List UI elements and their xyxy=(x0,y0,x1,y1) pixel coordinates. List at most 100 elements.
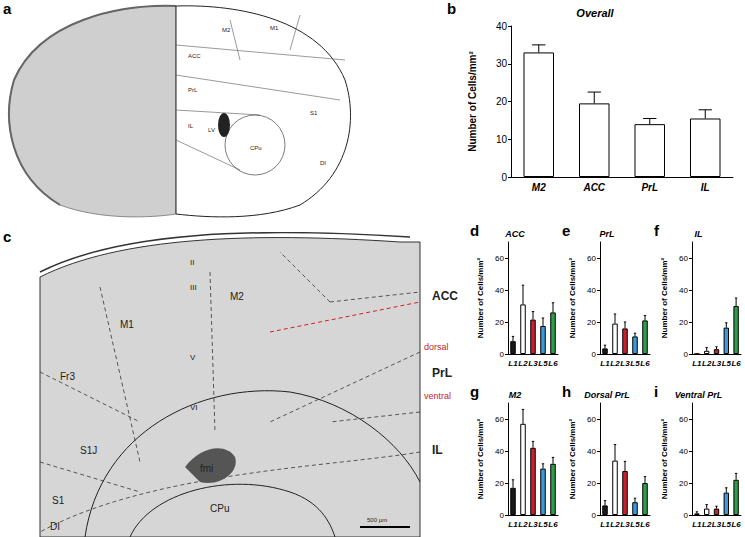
svg-text:10: 10 xyxy=(496,134,508,145)
svg-text:S1J: S1J xyxy=(80,445,97,456)
svg-text:60: 60 xyxy=(587,415,596,424)
svg-text:PrL: PrL xyxy=(599,229,614,239)
svg-text:IL: IL xyxy=(695,229,703,239)
svg-text:L2: L2 xyxy=(702,359,712,368)
svg-text:L6: L6 xyxy=(731,520,741,529)
svg-text:PrL: PrL xyxy=(641,182,658,193)
svg-text:L2: L2 xyxy=(702,520,712,529)
svg-text:0: 0 xyxy=(684,511,689,520)
svg-text:60: 60 xyxy=(679,254,688,263)
svg-text:L5: L5 xyxy=(722,520,732,529)
svg-text:IL: IL xyxy=(701,182,710,193)
svg-text:0: 0 xyxy=(500,350,505,359)
svg-text:0: 0 xyxy=(501,172,507,183)
svg-text:60: 60 xyxy=(587,254,596,263)
svg-text:Dorsal PrL: Dorsal PrL xyxy=(584,390,630,400)
svg-text:20: 20 xyxy=(679,318,688,327)
svg-text:30: 30 xyxy=(496,58,508,69)
svg-text:L2: L2 xyxy=(518,359,528,368)
svg-text:40: 40 xyxy=(495,447,504,456)
svg-text:ACC: ACC xyxy=(188,53,201,59)
svg-text:Number of Cells/mm²: Number of Cells/mm² xyxy=(660,257,669,338)
svg-text:II: II xyxy=(190,258,194,267)
svg-text:ACC: ACC xyxy=(504,229,525,239)
svg-text:Overall: Overall xyxy=(576,7,614,19)
svg-text:L1: L1 xyxy=(692,520,702,529)
svg-text:Number of Cells/mm²: Number of Cells/mm² xyxy=(476,418,485,499)
svg-text:40: 40 xyxy=(587,447,596,456)
svg-text:L1: L1 xyxy=(600,520,610,529)
svg-text:L6: L6 xyxy=(731,359,741,368)
svg-text:L3: L3 xyxy=(620,520,630,529)
svg-text:ACC: ACC xyxy=(582,182,605,193)
svg-text:0: 0 xyxy=(592,511,597,520)
svg-text:Fr3: Fr3 xyxy=(60,371,75,382)
svg-text:VI: VI xyxy=(190,403,198,412)
svg-text:IL: IL xyxy=(188,123,194,129)
svg-text:L6: L6 xyxy=(548,520,558,529)
svg-text:ventral: ventral xyxy=(424,391,451,401)
svg-text:Number of Cells/mm²: Number of Cells/mm² xyxy=(568,257,577,338)
svg-text:III: III xyxy=(190,283,197,292)
svg-text:dorsal: dorsal xyxy=(424,342,449,352)
svg-text:20: 20 xyxy=(679,479,688,488)
svg-text:0: 0 xyxy=(592,350,597,359)
svg-text:20: 20 xyxy=(587,318,596,327)
svg-text:L6: L6 xyxy=(640,359,650,368)
svg-text:60: 60 xyxy=(495,415,504,424)
svg-text:L5: L5 xyxy=(722,359,732,368)
svg-text:L1: L1 xyxy=(508,520,518,529)
svg-text:L3: L3 xyxy=(712,359,722,368)
svg-text:DI: DI xyxy=(50,521,60,532)
svg-text:40: 40 xyxy=(495,286,504,295)
svg-text:S1: S1 xyxy=(52,495,65,506)
svg-text:CPu: CPu xyxy=(210,503,229,514)
svg-text:L3: L3 xyxy=(620,359,630,368)
svg-text:S1: S1 xyxy=(310,110,318,116)
svg-text:IL: IL xyxy=(432,443,443,457)
svg-text:ACC: ACC xyxy=(432,289,458,303)
svg-text:20: 20 xyxy=(495,479,504,488)
svg-text:V: V xyxy=(190,353,196,362)
svg-text:60: 60 xyxy=(495,254,504,263)
svg-text:L5: L5 xyxy=(630,359,640,368)
svg-text:Number of Cells/mm²: Number of Cells/mm² xyxy=(568,418,577,499)
svg-text:20: 20 xyxy=(587,479,596,488)
svg-text:L2: L2 xyxy=(610,359,620,368)
svg-text:L5: L5 xyxy=(538,359,548,368)
svg-text:20: 20 xyxy=(496,96,508,107)
svg-text:500 µm: 500 µm xyxy=(367,517,387,523)
svg-text:L3: L3 xyxy=(712,520,722,529)
svg-text:M1: M1 xyxy=(120,319,134,330)
svg-text:CPu: CPu xyxy=(250,145,262,151)
svg-text:L3: L3 xyxy=(528,520,538,529)
svg-text:fmi: fmi xyxy=(200,463,213,474)
svg-text:M2: M2 xyxy=(230,291,244,302)
svg-text:40: 40 xyxy=(679,447,688,456)
svg-text:60: 60 xyxy=(679,415,688,424)
svg-text:M2: M2 xyxy=(532,182,546,193)
svg-text:0: 0 xyxy=(684,350,689,359)
svg-text:Number of Cells/mm²: Number of Cells/mm² xyxy=(467,51,478,152)
svg-text:40: 40 xyxy=(496,21,508,32)
svg-text:Number of Cells/mm²: Number of Cells/mm² xyxy=(660,418,669,499)
svg-text:20: 20 xyxy=(495,318,504,327)
svg-text:40: 40 xyxy=(587,286,596,295)
svg-text:LV: LV xyxy=(208,127,215,133)
svg-text:PrL: PrL xyxy=(188,87,198,93)
svg-text:Ventral PrL: Ventral PrL xyxy=(675,390,723,400)
svg-text:L1: L1 xyxy=(600,359,610,368)
svg-text:L1: L1 xyxy=(692,359,702,368)
svg-text:PrL: PrL xyxy=(432,366,452,380)
svg-text:L6: L6 xyxy=(548,359,558,368)
svg-text:L2: L2 xyxy=(518,520,528,529)
svg-text:DI: DI xyxy=(320,160,326,166)
svg-text:M2: M2 xyxy=(509,390,522,400)
svg-text:M1: M1 xyxy=(270,25,279,31)
svg-text:M2: M2 xyxy=(222,27,231,33)
svg-text:Number of Cells/mm²: Number of Cells/mm² xyxy=(476,257,485,338)
svg-text:L2: L2 xyxy=(610,520,620,529)
svg-text:L1: L1 xyxy=(508,359,518,368)
svg-text:L6: L6 xyxy=(640,520,650,529)
svg-text:L5: L5 xyxy=(630,520,640,529)
